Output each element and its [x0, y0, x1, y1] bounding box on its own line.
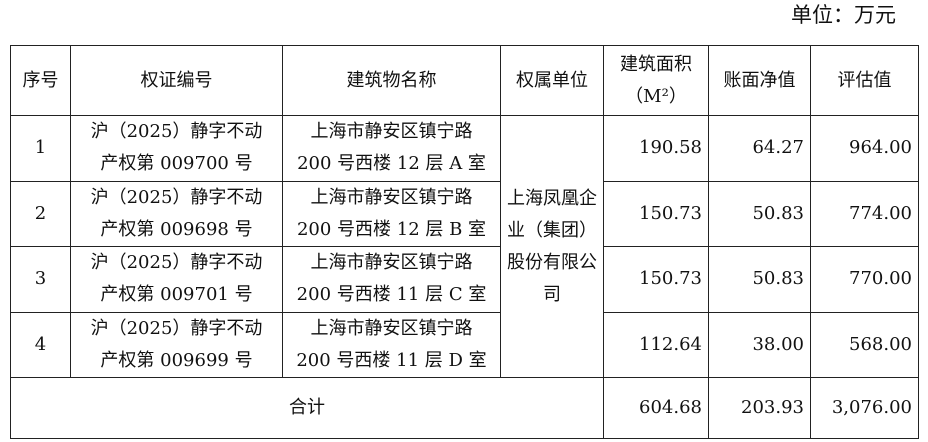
name-line-1: 上海市静安区镇宁路 — [310, 317, 473, 339]
cert-line-2: 产权第 009701 号 — [100, 284, 253, 306]
cert-line-1: 沪（2025）静字不动 — [90, 317, 263, 339]
cert-number: 沪（2025）静字不动 产权第 009698 号 — [70, 180, 283, 247]
total-book: 203.93 — [708, 377, 811, 439]
area: 150.73 — [603, 246, 709, 313]
asset-table: 序号 权证编号 建筑物名称 权属单位 建筑面积（M²） 账面净值 评估值 1 沪… — [10, 45, 919, 439]
name-line-1: 上海市静安区镇宁路 — [310, 121, 473, 143]
owner: 上海凤凰企业（集团）股份有限公司 — [500, 115, 604, 378]
table-row: 1 沪（2025）静字不动 产权第 009700 号 上海市静安区镇宁路 200 号… — [10, 115, 919, 378]
name-line-2: 200 号西楼 12 层 B 室 — [296, 218, 487, 240]
building-name: 上海市静安区镇宁路 200 号西楼 12 层 B 室 — [282, 180, 501, 247]
cert-line-1: 沪（2025）静字不动 — [90, 186, 263, 208]
name-line-1: 上海市静安区镇宁路 — [310, 252, 473, 274]
area: 150.73 — [603, 180, 709, 247]
row-no: 4 — [10, 311, 71, 378]
header-book: 账面净值 — [708, 45, 811, 116]
building-name: 上海市静安区镇宁路 200 号西楼 11 层 C 室 — [282, 246, 501, 313]
name-line-1: 上海市静安区镇宁路 — [310, 186, 473, 208]
header-row: 序号 权证编号 建筑物名称 权属单位 建筑面积（M²） 账面净值 评估值 — [10, 45, 919, 116]
total-area: 604.68 — [603, 377, 709, 439]
header-value: 评估值 — [810, 45, 919, 116]
appraised-value: 774.00 — [810, 180, 919, 247]
header-area: 建筑面积（M²） — [603, 45, 709, 116]
total-row: 合计 604.68 203.93 3,076.00 — [10, 377, 919, 439]
row-no: 2 — [10, 180, 71, 247]
appraised-value: 770.00 — [810, 246, 919, 313]
header-owner: 权属单位 — [500, 45, 604, 116]
area: 112.64 — [603, 311, 709, 378]
row-no: 1 — [10, 115, 71, 182]
cert-number: 沪（2025）静字不动 产权第 009699 号 — [70, 311, 283, 378]
cert-line-1: 沪（2025）静字不动 — [90, 252, 263, 274]
building-name: 上海市静安区镇宁路 200 号西楼 11 层 D 室 — [282, 311, 501, 378]
table-row: 4 沪（2025）静字不动 产权第 009699 号 上海市静安区镇宁路 200 号… — [10, 311, 919, 378]
header-building: 建筑物名称 — [282, 45, 501, 116]
cert-number: 沪（2025）静字不动 产权第 009701 号 — [70, 246, 283, 313]
book-value: 64.27 — [708, 115, 811, 182]
name-line-2: 200 号西楼 11 层 C 室 — [296, 284, 487, 306]
cert-line-2: 产权第 009700 号 — [100, 153, 253, 175]
header-cert: 权证编号 — [70, 45, 283, 116]
name-line-2: 200 号西楼 12 层 A 室 — [297, 153, 486, 175]
header-no: 序号 — [10, 45, 71, 116]
unit-label: 单位：万元 — [791, 3, 896, 27]
appraised-value: 568.00 — [810, 311, 919, 378]
area: 190.58 — [603, 115, 709, 182]
book-value: 50.83 — [708, 246, 811, 313]
name-line-2: 200 号西楼 11 层 D 室 — [296, 349, 487, 371]
cert-number: 沪（2025）静字不动 产权第 009700 号 — [70, 115, 283, 182]
cert-line-2: 产权第 009698 号 — [100, 218, 253, 240]
appraised-value: 964.00 — [810, 115, 919, 182]
total-label: 合计 — [10, 377, 604, 439]
table-row: 2 沪（2025）静字不动 产权第 009698 号 上海市静安区镇宁路 200 号… — [10, 180, 919, 247]
book-value: 38.00 — [708, 311, 811, 378]
table-row: 3 沪（2025）静字不动 产权第 009701 号 上海市静安区镇宁路 200 号… — [10, 246, 919, 313]
cert-line-1: 沪（2025）静字不动 — [90, 121, 263, 143]
row-no: 3 — [10, 246, 71, 313]
building-name: 上海市静安区镇宁路 200 号西楼 12 层 A 室 — [282, 115, 501, 182]
total-value: 3,076.00 — [810, 377, 919, 439]
cert-line-2: 产权第 009699 号 — [100, 349, 253, 371]
book-value: 50.83 — [708, 180, 811, 247]
